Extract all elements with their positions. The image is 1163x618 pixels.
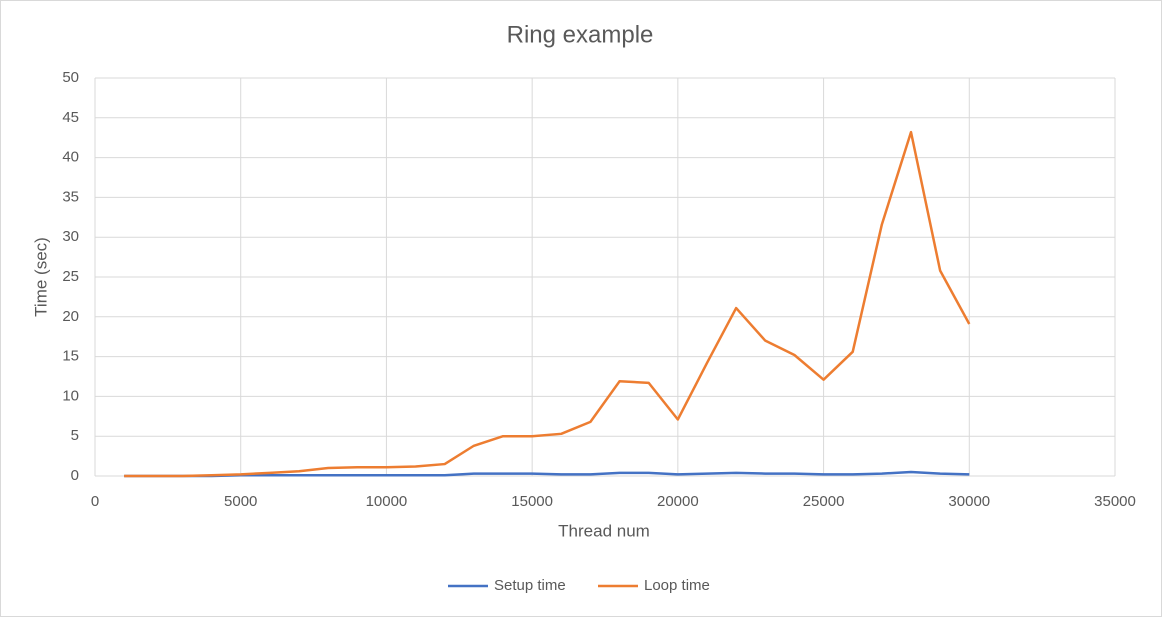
y-tick-label: 35 — [62, 188, 79, 205]
x-tick-label: 15000 — [511, 493, 553, 510]
y-tick-label: 5 — [71, 427, 79, 444]
y-tick-label: 50 — [62, 69, 79, 86]
y-tick-label: 40 — [62, 149, 79, 166]
series-line — [124, 130, 971, 478]
y-axis-title: Time (sec) — [31, 237, 50, 317]
x-tick-label: 0 — [91, 493, 99, 510]
y-tick-label: 25 — [62, 268, 79, 285]
series-line — [124, 470, 970, 478]
series-group — [124, 130, 971, 478]
y-tick-label: 45 — [62, 109, 79, 126]
legend-label: Setup time — [494, 577, 566, 594]
x-tick-label: 5000 — [224, 493, 257, 510]
x-tick-label: 25000 — [803, 493, 845, 510]
x-tick-label: 35000 — [1094, 493, 1136, 510]
grid: 0 5 10 15 20 25 30 35 40 45 50 0 5000 10000 15000 20000… — [62, 69, 1136, 510]
legend-label: Loop time — [644, 577, 710, 594]
legend: Setup time Loop time — [448, 577, 710, 594]
x-tick-label: 30000 — [948, 493, 990, 510]
y-tick-label: 20 — [62, 308, 79, 325]
y-tick-label: 10 — [62, 387, 79, 404]
y-tick-label: 30 — [62, 228, 79, 245]
y-tick-label: 15 — [62, 348, 79, 365]
x-tick-label: 20000 — [657, 493, 699, 510]
x-axis-title: Thread num — [558, 521, 650, 540]
x-tick-label: 10000 — [366, 493, 408, 510]
y-tick-label: 0 — [71, 467, 79, 484]
chart-title: Ring example — [507, 21, 654, 48]
